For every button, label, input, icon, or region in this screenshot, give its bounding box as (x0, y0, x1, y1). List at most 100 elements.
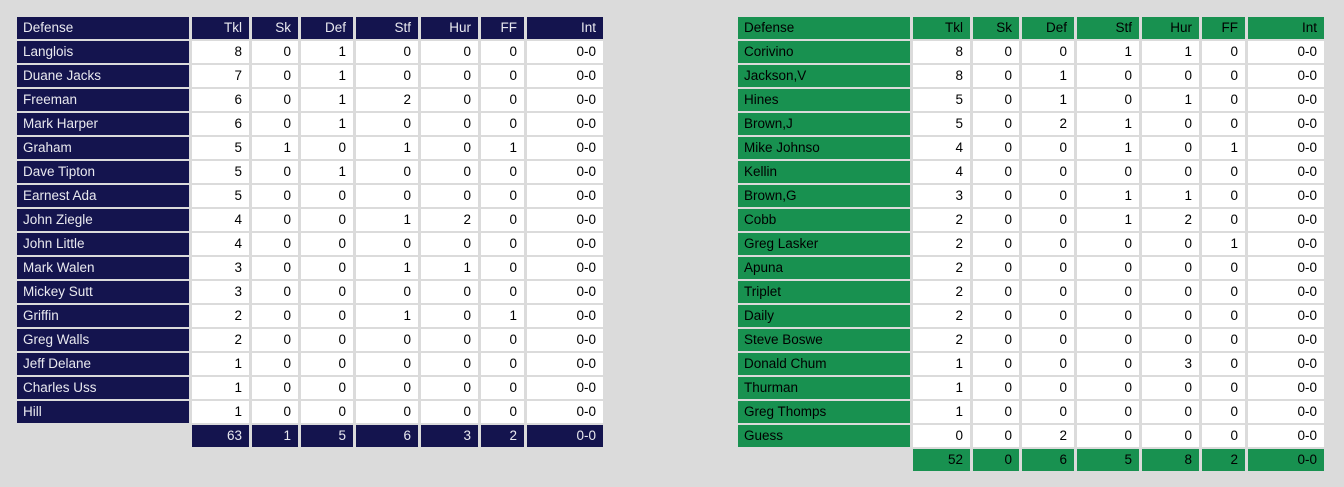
stat-cell: 0 (481, 401, 524, 423)
stat-cell: 0-0 (527, 209, 603, 231)
stat-cell: 0 (1077, 89, 1139, 111)
stat-cell: 0 (973, 161, 1019, 183)
stat-cell: 0 (252, 257, 298, 279)
stat-cell: 0 (1077, 329, 1139, 351)
player-row: John Little 4 0 0 0 0 0 0-0 (17, 233, 603, 255)
stat-cell: 1 (481, 305, 524, 327)
stat-cell: 0-0 (527, 257, 603, 279)
stat-cell: 1 (1142, 89, 1199, 111)
stat-cell: 0 (1022, 233, 1074, 255)
stat-cell: 1 (301, 113, 353, 135)
stat-cell: 0 (973, 233, 1019, 255)
player-name-cell: Hill (17, 401, 189, 423)
stat-cell: 3 (192, 281, 249, 303)
stat-cell: 0 (301, 281, 353, 303)
column-header-def: Def (301, 17, 353, 39)
player-name-cell: Triplet (738, 281, 910, 303)
player-name-cell: Brown,G (738, 185, 910, 207)
stat-cell: 0 (1202, 161, 1245, 183)
player-name-cell: Kellin (738, 161, 910, 183)
stat-cell: 0 (421, 329, 478, 351)
stat-cell: 1 (913, 401, 970, 423)
stat-cell: 0 (1022, 329, 1074, 351)
player-row: Thurman 1 0 0 0 0 0 0-0 (738, 377, 1324, 399)
stat-cell: 1 (1077, 41, 1139, 63)
stat-cell: 0 (1077, 257, 1139, 279)
stat-cell: 0-0 (527, 305, 603, 327)
stat-cell: 2 (1022, 425, 1074, 447)
stat-cell: 2 (1142, 209, 1199, 231)
totals-cell: 2 (1202, 449, 1245, 471)
player-name-cell: Hines (738, 89, 910, 111)
stat-cell: 0 (1077, 305, 1139, 327)
totals-row: 63 1 5 6 3 2 0-0 (17, 425, 603, 447)
column-header-ff: FF (481, 17, 524, 39)
stat-cell: 0-0 (1248, 377, 1324, 399)
stat-cell: 0 (252, 233, 298, 255)
stat-cell: 0-0 (527, 65, 603, 87)
player-row: Graham 5 1 0 1 0 1 0-0 (17, 137, 603, 159)
stat-cell: 0-0 (527, 329, 603, 351)
stat-cell: 0 (973, 185, 1019, 207)
player-row: Mark Harper 6 0 1 0 0 0 0-0 (17, 113, 603, 135)
stat-cell: 6 (192, 89, 249, 111)
stat-cell: 0 (1077, 353, 1139, 375)
stat-cell: 0 (301, 353, 353, 375)
stat-cell: 0-0 (527, 185, 603, 207)
stat-cell: 4 (913, 161, 970, 183)
stat-cell: 0 (252, 329, 298, 351)
stat-cell: 0 (1202, 257, 1245, 279)
totals-cell: 52 (913, 449, 970, 471)
stat-cell: 0 (1077, 425, 1139, 447)
stat-cell: 0 (973, 401, 1019, 423)
stat-cell: 0 (1142, 377, 1199, 399)
column-header-defense: Defense (738, 17, 910, 39)
stat-cell: 0 (252, 65, 298, 87)
player-row: Jeff Delane 1 0 0 0 0 0 0-0 (17, 353, 603, 375)
stat-cell: 0-0 (527, 113, 603, 135)
stat-cell: 0 (1202, 185, 1245, 207)
stat-cell: 0 (421, 377, 478, 399)
stat-cell: 0-0 (1248, 401, 1324, 423)
stat-cell: 0-0 (1248, 185, 1324, 207)
defense-table-left: Defense Tkl Sk Def Stf Hur FF Int Langlois 8 0 1 0 0 0… (14, 15, 606, 449)
stat-cell: 0 (1022, 209, 1074, 231)
stat-cell: 0 (1077, 161, 1139, 183)
column-header-hur: Hur (1142, 17, 1199, 39)
stat-cell: 1 (421, 257, 478, 279)
stat-cell: 0 (1022, 281, 1074, 303)
stat-cell: 0 (481, 257, 524, 279)
defense-table-right: Defense Tkl Sk Def Stf Hur FF Int Corivino 8 0 0 1 1 0… (735, 15, 1327, 473)
stat-cell: 0-0 (1248, 305, 1324, 327)
stat-cell: 0-0 (527, 401, 603, 423)
player-row: Freeman 6 0 1 2 0 0 0-0 (17, 89, 603, 111)
stat-cell: 0 (1202, 305, 1245, 327)
stat-cell: 0 (1022, 305, 1074, 327)
player-name-cell: Mark Harper (17, 113, 189, 135)
stat-cell: 0-0 (1248, 41, 1324, 63)
column-header-int: Int (527, 17, 603, 39)
stat-cell: 2 (913, 281, 970, 303)
stat-cell: 3 (192, 257, 249, 279)
stat-cell: 0 (481, 89, 524, 111)
player-row: Hines 5 0 1 0 1 0 0-0 (738, 89, 1324, 111)
player-row: Jackson,V 8 0 1 0 0 0 0-0 (738, 65, 1324, 87)
stat-cell: 8 (192, 41, 249, 63)
stat-cell: 0 (481, 329, 524, 351)
stat-cell: 0-0 (1248, 233, 1324, 255)
stat-cell: 0-0 (1248, 257, 1324, 279)
stat-cell: 0 (356, 41, 418, 63)
stat-cell: 0 (1142, 113, 1199, 135)
stat-cell: 1 (481, 137, 524, 159)
stat-cell: 2 (913, 329, 970, 351)
stat-cell: 0 (1202, 401, 1245, 423)
stat-cell: 1 (1077, 137, 1139, 159)
stat-cell: 4 (192, 233, 249, 255)
stat-cell: 0 (481, 233, 524, 255)
player-name-cell: Earnest Ada (17, 185, 189, 207)
player-row: Charles Uss 1 0 0 0 0 0 0-0 (17, 377, 603, 399)
totals-cell: 0-0 (1248, 449, 1324, 471)
stat-cell: 0 (356, 65, 418, 87)
totals-row: 52 0 6 5 8 2 0-0 (738, 449, 1324, 471)
stat-cell: 0 (1022, 353, 1074, 375)
